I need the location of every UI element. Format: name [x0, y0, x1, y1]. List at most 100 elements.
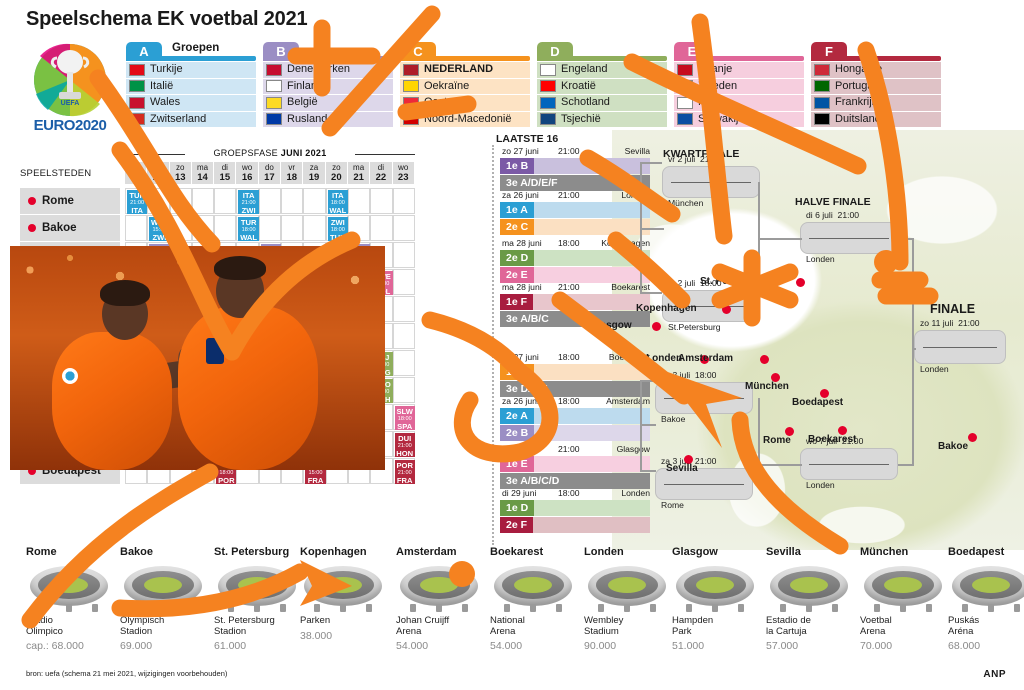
stadium-name: Parken	[300, 615, 331, 626]
team-name: Denemarken	[287, 63, 350, 75]
r16-slot-top: 2e A	[500, 408, 650, 424]
map-city-label: Boekarest	[808, 434, 857, 445]
group-letter-a: A	[126, 42, 162, 61]
r16-venue: Sevilla	[624, 146, 650, 156]
city-dot-icon	[28, 224, 36, 232]
qf-meta: za 3 juli 21:00	[661, 456, 716, 466]
group-letter-c: C	[400, 42, 436, 61]
group-team-row: België	[263, 95, 393, 111]
stadium-name: Voetbal Arena	[860, 615, 892, 637]
r16-slot-label: 1e E	[500, 456, 534, 472]
schedule-cell	[347, 215, 371, 241]
group-team-row: Rusland	[263, 111, 393, 127]
flag-icon	[540, 80, 556, 93]
match-time: 21:00	[241, 199, 256, 206]
r16-slot-label: 3e A/B/C/D	[500, 473, 566, 489]
team-name: Frankrijk	[835, 96, 878, 108]
match-home: DUI	[398, 434, 412, 443]
stadium-name: Stadio Olimpico	[26, 615, 63, 637]
schedule-cell	[303, 215, 326, 241]
schedule-cell	[392, 296, 415, 322]
r16-date: ma 28 juni	[502, 282, 542, 292]
r16-match: za 26 juni 21:00 Londen 1e A 2e C	[500, 190, 650, 235]
group-team-row: Turkije	[126, 62, 256, 78]
stadium-capacity: 54.000	[396, 640, 429, 652]
match-away: ITA	[131, 206, 143, 216]
group-team-row: Wales	[126, 95, 256, 111]
group-team-row: Noord-Macedonië	[400, 111, 530, 127]
bracket-connector	[640, 380, 656, 382]
map-city-dot-icon	[700, 355, 709, 364]
flag-icon	[814, 96, 830, 109]
map-city-label: Londen	[646, 353, 683, 364]
schedule-cell: POR 21:00 FRA	[392, 458, 415, 484]
r16-slot-label: 2e E	[500, 267, 534, 283]
match-chip: POR 21:00 FRA	[394, 460, 415, 484]
team-name: Kroatië	[561, 79, 596, 92]
stadium-card: Glasgow Hampden Park 51.000	[672, 546, 766, 652]
stadium-icon	[120, 560, 206, 612]
schedule-cell	[214, 215, 237, 241]
flag-icon	[677, 113, 693, 126]
r16-date: zo 27 juni	[502, 352, 539, 362]
flag-icon	[129, 96, 145, 109]
bracket-connector	[912, 348, 916, 350]
team-name: Italië	[150, 79, 174, 92]
match-away: WAL	[240, 233, 258, 243]
city-name: Bakoe	[42, 222, 77, 234]
group-letter-b: B	[263, 42, 299, 61]
r16-venue: Amsterdam	[606, 396, 650, 406]
flag-icon	[129, 80, 145, 93]
schedule-day-cell: ma 14	[191, 162, 215, 184]
r16-slot-top: 1e F	[500, 294, 650, 310]
r16-venue: Glasgow	[616, 444, 650, 454]
stadium-strip: Rome Stadio Olimpico cap.: 68.000 Bakoe Olymp…	[0, 540, 1024, 680]
schedule-day-cell: di 15	[214, 162, 237, 184]
match-away: WAL	[329, 206, 347, 216]
group-team-row: Polen	[674, 95, 804, 111]
r16-slot-bottom: 3e A/D/E/F	[500, 175, 650, 191]
groepsfase-header: GROEPSFASE JUNI 2021	[213, 148, 327, 158]
match-time: 21:00	[397, 469, 412, 476]
schedule-city-label: Bakoe	[20, 215, 120, 241]
schedule-cell	[258, 215, 282, 241]
stadium-name: Johan Cruijff Arena	[396, 615, 450, 637]
team-name: Oostenrijk	[424, 96, 474, 108]
match-chip: ZWI 18:00 TUR	[327, 217, 348, 241]
map-city-dot-icon	[722, 305, 731, 314]
group-d: D Engeland Kroatië Schotland Tsjechië	[537, 42, 667, 127]
map-city-dot-icon	[771, 373, 780, 382]
source-note: bron: uefa (schema 21 mei 2021, wijzigin…	[26, 669, 228, 678]
stadium-capacity: 61.000	[214, 640, 247, 652]
flag-icon	[129, 63, 145, 76]
group-team-row: Engeland	[537, 62, 667, 78]
group-team-row: Duitsland	[811, 111, 941, 127]
bracket-connector	[758, 464, 802, 466]
city-name: Rome	[42, 195, 74, 207]
group-team-row: Tsjechië	[537, 111, 667, 127]
match-time: 18:00	[330, 199, 345, 206]
team-name: Zweden	[698, 79, 738, 92]
group-e: E Spanje Zweden Polen Slowakije	[674, 42, 804, 127]
r16-slot-bottom: 2e B	[500, 425, 650, 441]
flag-icon	[677, 80, 693, 93]
match-chip: ITA 18:00 WAL	[327, 190, 348, 216]
r16-time: 18:00	[558, 396, 580, 406]
map-city-dot-icon	[684, 455, 693, 464]
stadium-icon	[300, 560, 386, 612]
schedule-cell	[392, 323, 415, 349]
team-name: Spanje	[698, 63, 733, 75]
match-chip: ITA 21:00 ZWI	[238, 190, 259, 214]
team-name: Duitsland	[835, 112, 881, 125]
stadium-card: Londen Wembley Stadium 90.000	[584, 546, 678, 652]
stadium-name: Olympisch Stadion	[120, 615, 165, 637]
team-name: Slowakije	[698, 112, 745, 125]
final-meta: zo 11 juli 21:00	[920, 318, 980, 328]
stadium-card: Boedapest Puskás Aréna 68.000	[948, 546, 1024, 652]
schedule-cell	[392, 377, 415, 403]
map-city-dot-icon	[968, 433, 977, 442]
stadium-icon	[214, 560, 300, 612]
r16-meta: zo 27 juni 21:00 Sevilla	[500, 146, 650, 158]
euro2020-wordmark: EURO2020	[33, 117, 107, 134]
